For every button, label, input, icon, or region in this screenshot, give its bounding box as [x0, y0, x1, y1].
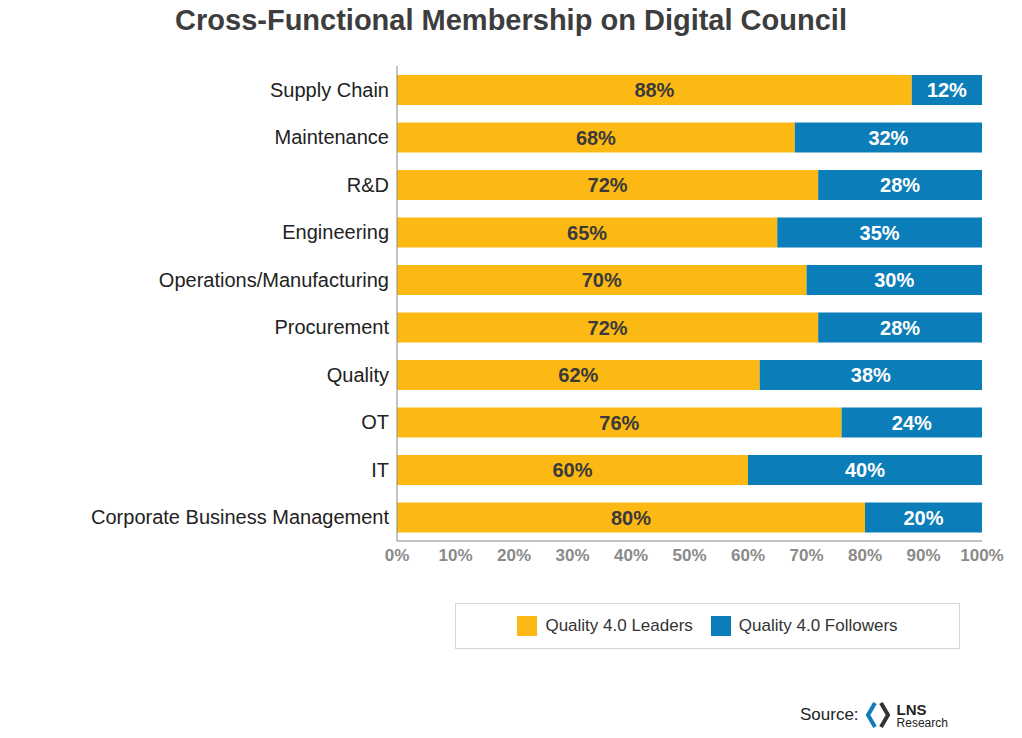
- svg-text:30%: 30%: [874, 269, 914, 291]
- svg-text:Quality: Quality: [327, 364, 389, 386]
- svg-text:30%: 30%: [555, 546, 589, 565]
- svg-text:24%: 24%: [892, 412, 932, 434]
- svg-text:100%: 100%: [960, 546, 1003, 565]
- svg-text:Supply Chain: Supply Chain: [270, 79, 389, 101]
- svg-text:Procurement: Procurement: [275, 316, 390, 338]
- svg-text:72%: 72%: [588, 317, 628, 339]
- html-text:Cross-Functional Membership on: Cross-Functional Membership on Digital C…: [175, 4, 847, 36]
- svg-text:OT: OT: [361, 411, 389, 433]
- svg-text:Maintenance: Maintenance: [274, 126, 389, 148]
- svg-text:Engineering: Engineering: [282, 221, 389, 243]
- html-text:Source:: Source:: [800, 705, 859, 724]
- svg-text:Corporate Business Management: Corporate Business Management: [91, 506, 389, 528]
- html-text:LNS: LNS: [896, 700, 927, 718]
- svg-text:90%: 90%: [906, 546, 940, 565]
- svg-text:80%: 80%: [848, 546, 882, 565]
- svg-text:Operations/Manufacturing: Operations/Manufacturing: [159, 269, 389, 291]
- svg-text:20%: 20%: [903, 507, 943, 529]
- svg-text:R&D: R&D: [347, 174, 389, 196]
- svg-text:72%: 72%: [588, 174, 628, 196]
- svg-text:70%: 70%: [789, 546, 823, 565]
- html-text:Research: Research: [896, 715, 948, 730]
- svg-text:70%: 70%: [582, 269, 622, 291]
- html-text:Quality 4.0 Leaders: Quality 4.0 Leaders: [545, 616, 693, 635]
- svg-text:20%: 20%: [497, 546, 531, 565]
- svg-text:38%: 38%: [851, 364, 891, 386]
- svg-text:88%: 88%: [634, 79, 674, 101]
- svg-text:IT: IT: [371, 459, 389, 481]
- svg-text:60%: 60%: [731, 546, 765, 565]
- svg-text:40%: 40%: [845, 459, 885, 481]
- svg-text:32%: 32%: [868, 127, 908, 149]
- svg-text:28%: 28%: [880, 317, 920, 339]
- svg-text:12%: 12%: [927, 79, 967, 101]
- svg-text:76%: 76%: [599, 412, 639, 434]
- svg-text:80%: 80%: [611, 507, 651, 529]
- svg-text:40%: 40%: [614, 546, 648, 565]
- svg-text:60%: 60%: [552, 459, 592, 481]
- svg-text:0%: 0%: [385, 546, 410, 565]
- svg-text:28%: 28%: [880, 174, 920, 196]
- svg-text:62%: 62%: [558, 364, 598, 386]
- svg-text:10%: 10%: [438, 546, 472, 565]
- svg-text:35%: 35%: [860, 222, 900, 244]
- html-text:Quality 4.0 Followers: Quality 4.0 Followers: [738, 616, 898, 635]
- svg-text:50%: 50%: [672, 546, 706, 565]
- svg-text:68%: 68%: [576, 127, 616, 149]
- svg-text:65%: 65%: [567, 222, 607, 244]
